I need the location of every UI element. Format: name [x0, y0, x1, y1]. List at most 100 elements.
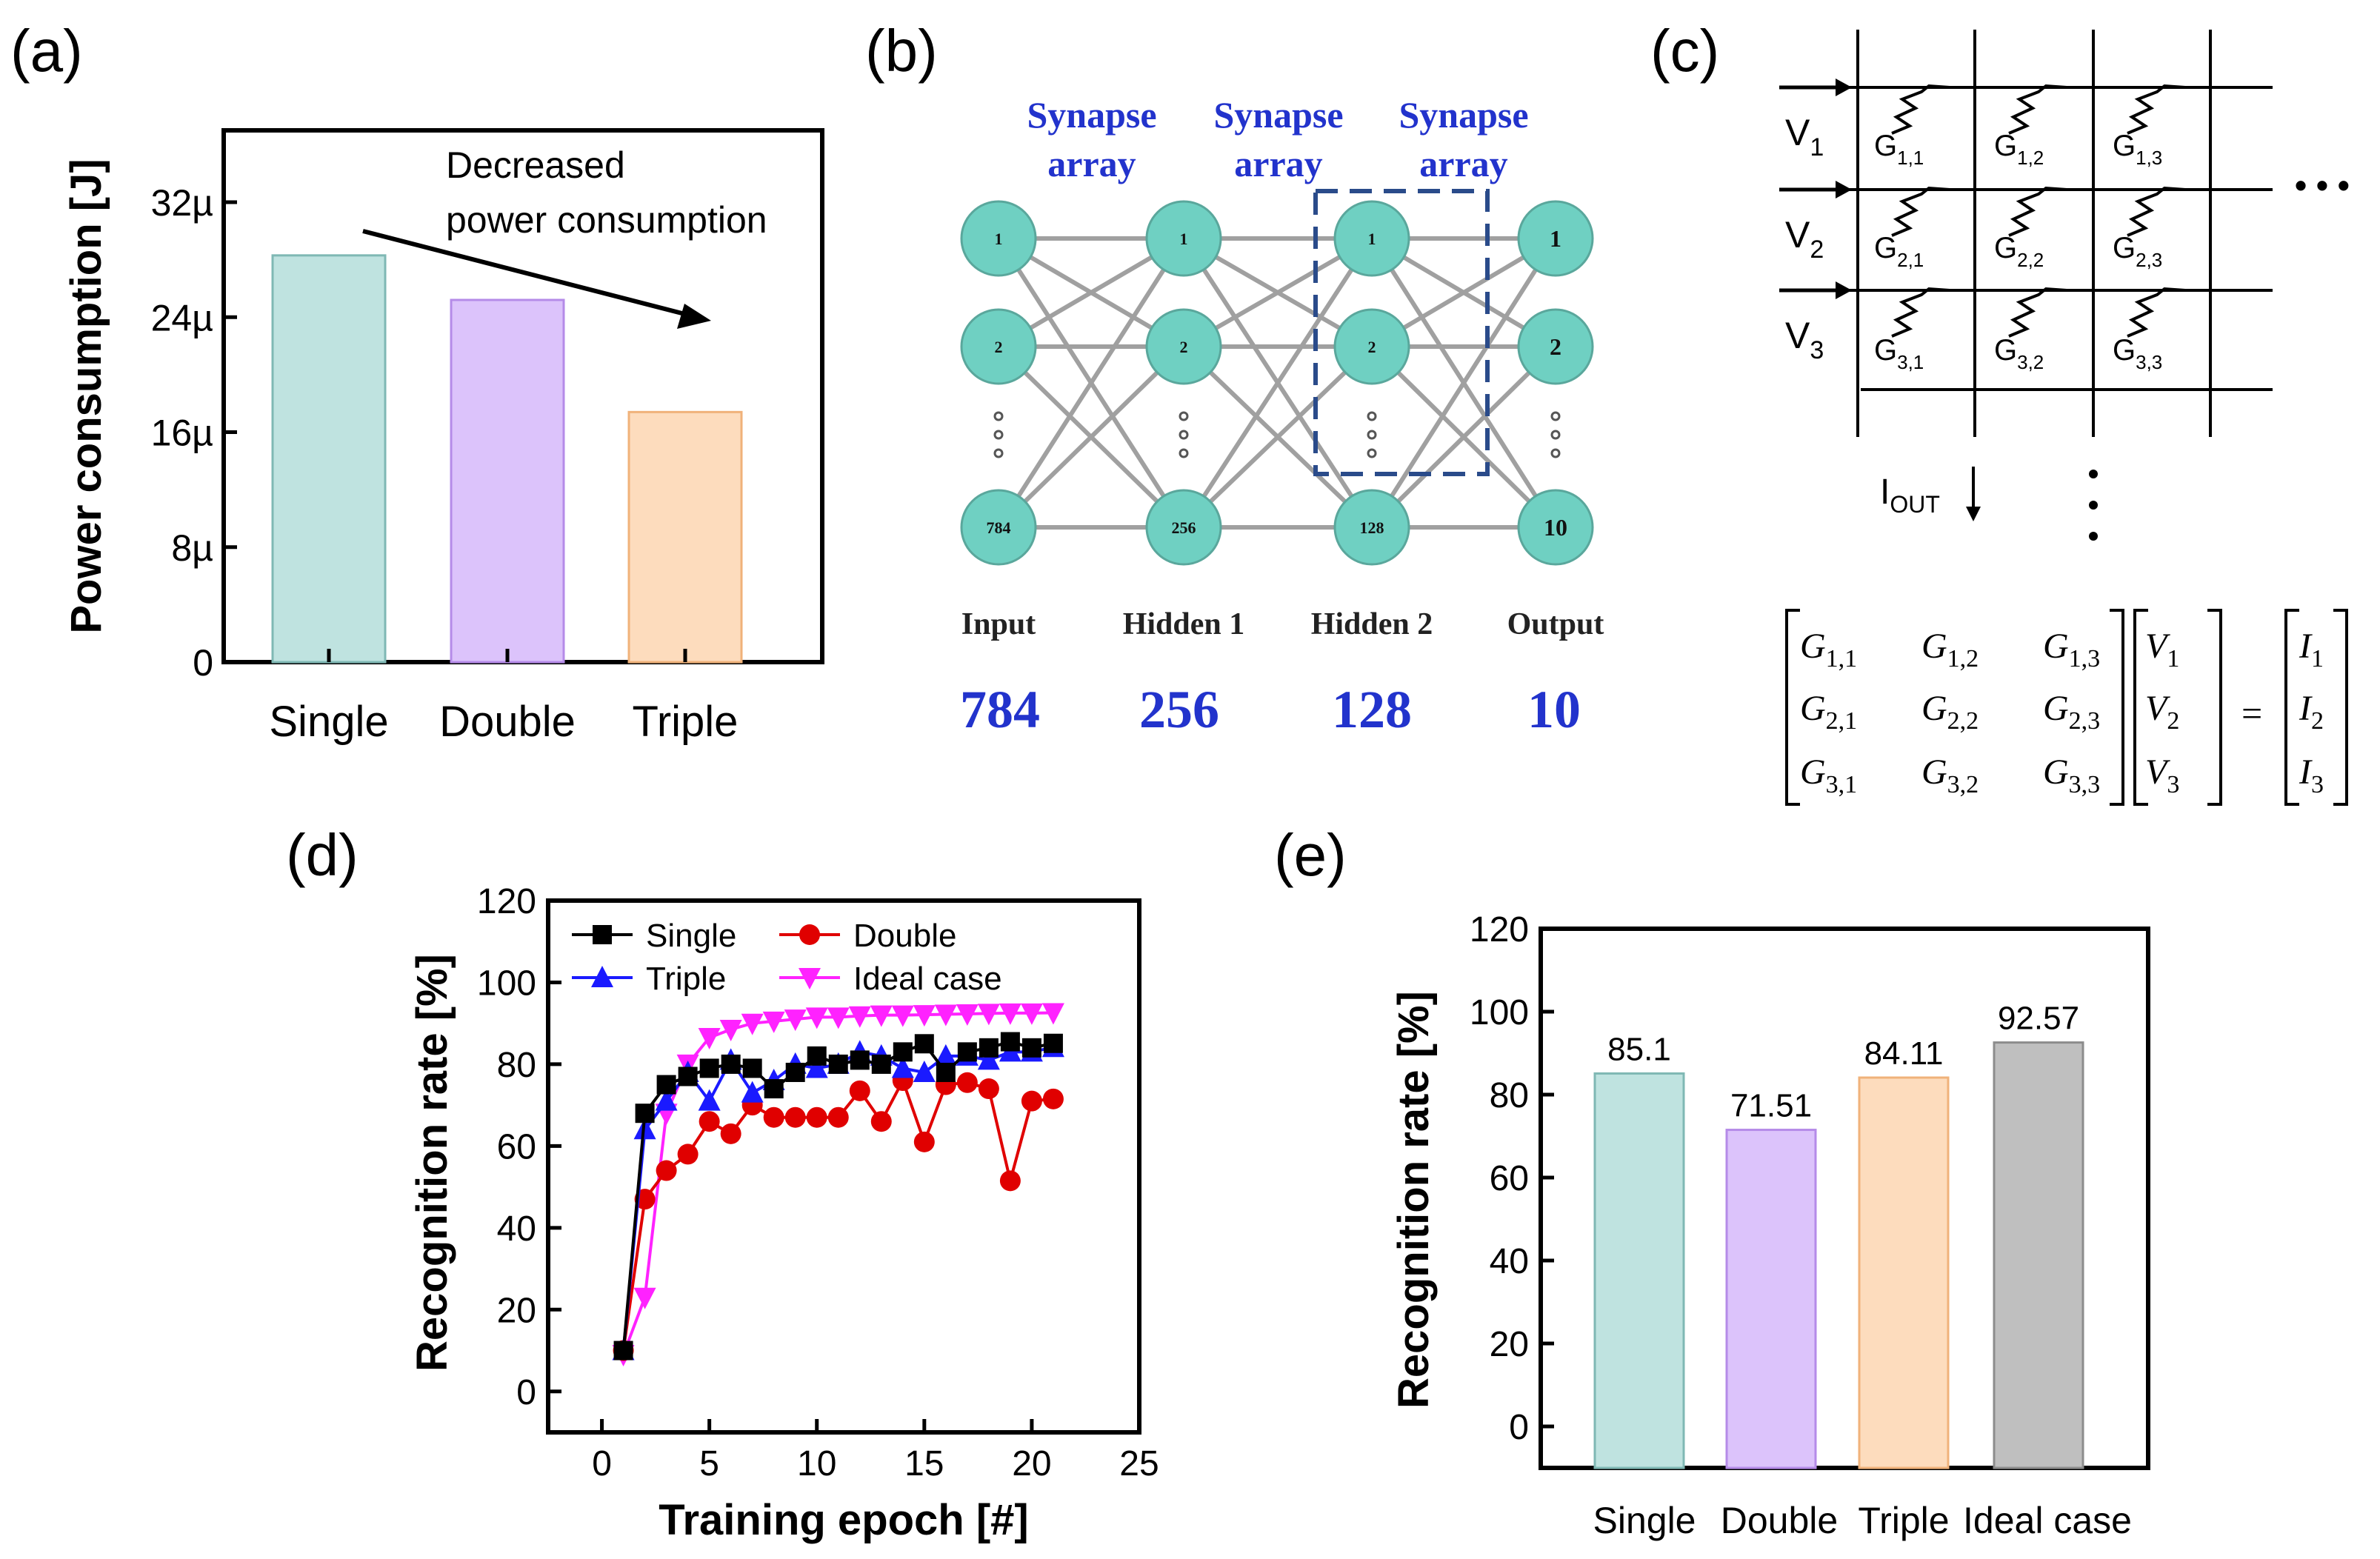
data-point [656, 1075, 676, 1095]
neuron-node [960, 489, 1037, 566]
bar-value-label: 84.11 [1864, 1035, 1944, 1072]
neuron-node-label: 10 [1544, 514, 1567, 541]
voltage-label-v1: V1 [1785, 112, 1824, 161]
data-point [914, 1034, 934, 1054]
y-tick-label: 100 [1470, 993, 1529, 1032]
resistor-icon [2127, 84, 2186, 135]
bar-value-label: 71.51 [1730, 1088, 1812, 1124]
panel-label-a: (a) [10, 18, 83, 84]
bar-triple [1858, 1076, 1950, 1469]
resistor-icon [2127, 287, 2186, 338]
data-point [807, 1046, 827, 1066]
neuron-node [1333, 308, 1410, 385]
synapse-label-2-line2: array [1234, 143, 1322, 184]
chart-a-y-label: Power consumption [J] [62, 158, 110, 633]
conductance-g13: G1,3 [2113, 130, 2162, 169]
data-point [799, 924, 820, 945]
neuron-node [960, 308, 1037, 385]
neuron-node [1333, 489, 1410, 566]
data-point [978, 1078, 999, 1100]
data-point [699, 1111, 720, 1132]
data-point [1021, 1090, 1042, 1112]
y-tick-label: 40 [497, 1209, 536, 1249]
data-point [956, 1072, 978, 1093]
resistor-icon [2008, 287, 2067, 338]
chart-a-x-axis: Single Double Triple [269, 649, 738, 746]
data-point [913, 1060, 936, 1082]
bar-double [1725, 1129, 1817, 1469]
synapse-label-3-line2: array [1419, 143, 1507, 184]
data-point [913, 1005, 936, 1027]
y-tick-label: 80 [1490, 1076, 1529, 1115]
conductance-g32: G3,2 [1994, 334, 2044, 373]
synapse-connection [1181, 344, 1374, 530]
data-point [1021, 1038, 1041, 1058]
data-point [806, 1106, 827, 1128]
neuron-node [1145, 200, 1222, 277]
crossbar-horizontal-ellipsis: • • • [2295, 166, 2350, 204]
chart-d-x-label: Training epoch [#] [659, 1496, 1029, 1544]
y-tick-label: 0 [516, 1373, 536, 1412]
y-tick-label: 80 [497, 1046, 536, 1085]
recognition-rate-bar-chart: 85.1 71.51 84.11 92.57 0 20 40 60 80 100 120 Singl… [1390, 910, 2150, 1541]
network-dots [993, 411, 1561, 458]
data-point [741, 1081, 764, 1103]
neuron-node [960, 200, 1037, 277]
eq-v3: V3 [2145, 752, 2179, 798]
data-point [698, 1089, 721, 1111]
y-tick-label: 20 [497, 1291, 536, 1330]
x-tick-label: Double [439, 698, 576, 746]
data-point [1020, 1003, 1043, 1025]
data-point [827, 1106, 849, 1128]
panel-label-c: (c) [1650, 18, 1719, 84]
legend-label: Single [646, 918, 736, 954]
chart-a-annotation-line2: power consumption [446, 199, 767, 241]
synapse-connection [1370, 344, 1558, 530]
data-point [828, 1054, 848, 1074]
chart-d-frame [546, 898, 1141, 1435]
data-point [870, 1005, 893, 1027]
data-point [805, 1007, 828, 1029]
synapse-label-1-line1: Synapse [1027, 94, 1156, 136]
conductance-g22: G2,2 [1994, 232, 2044, 271]
layer-name-hidden1: Hidden 1 [1123, 607, 1245, 641]
layer-count-hidden1: 256 [1139, 680, 1219, 739]
neuron-node-label: 1 [1368, 230, 1376, 248]
x-tick-label: 5 [699, 1444, 719, 1483]
chart-d-series [612, 1003, 1064, 1367]
eq-v1: V1 [2145, 627, 2179, 672]
data-point [893, 1042, 913, 1062]
eq-i2: I2 [2299, 689, 2324, 735]
equation-brackets [1785, 609, 2348, 806]
eq-v2: V2 [2145, 689, 2179, 735]
resistor-icon [1891, 186, 1950, 237]
data-point [591, 966, 613, 987]
y-tick-label: 0 [193, 642, 213, 684]
neuron-node-label: 1 [995, 230, 1003, 248]
resistor-icon [2008, 84, 2067, 135]
crossbar-vertical-ellipsis [2089, 470, 2098, 541]
y-tick-label: 40 [1490, 1242, 1529, 1281]
chart-e-y-label: Recognition rate [%] [1390, 991, 1438, 1409]
bar-double [450, 298, 565, 664]
chart-a-annotation-line1: Decreased [446, 144, 625, 186]
neuron-node-label: 2 [1550, 333, 1561, 360]
conductance-g11: G1,1 [1874, 130, 1924, 169]
bar-ideal-case [1993, 1041, 2084, 1469]
data-point [762, 1011, 785, 1033]
conductance-g33: G3,3 [2113, 334, 2162, 373]
y-tick-label: 20 [1490, 1325, 1529, 1364]
neuron-node-label: 128 [1360, 518, 1384, 537]
eq-g31: G3,1 [1800, 752, 1857, 798]
data-point [720, 1123, 741, 1144]
panel-label-b: (b) [865, 18, 938, 84]
eq-g12: G1,2 [1921, 627, 1979, 672]
eq-i3: I3 [2299, 752, 2324, 798]
conductance-g21: G2,1 [1874, 232, 1924, 271]
chart-e-bars: 85.1 71.51 84.11 92.57 [1593, 1001, 2084, 1469]
x-tick-label: Triple [633, 698, 739, 746]
data-point [849, 1080, 870, 1101]
data-point [871, 1054, 891, 1074]
layer-count-hidden2: 128 [1332, 680, 1412, 739]
y-tick-label: 0 [1509, 1408, 1529, 1447]
